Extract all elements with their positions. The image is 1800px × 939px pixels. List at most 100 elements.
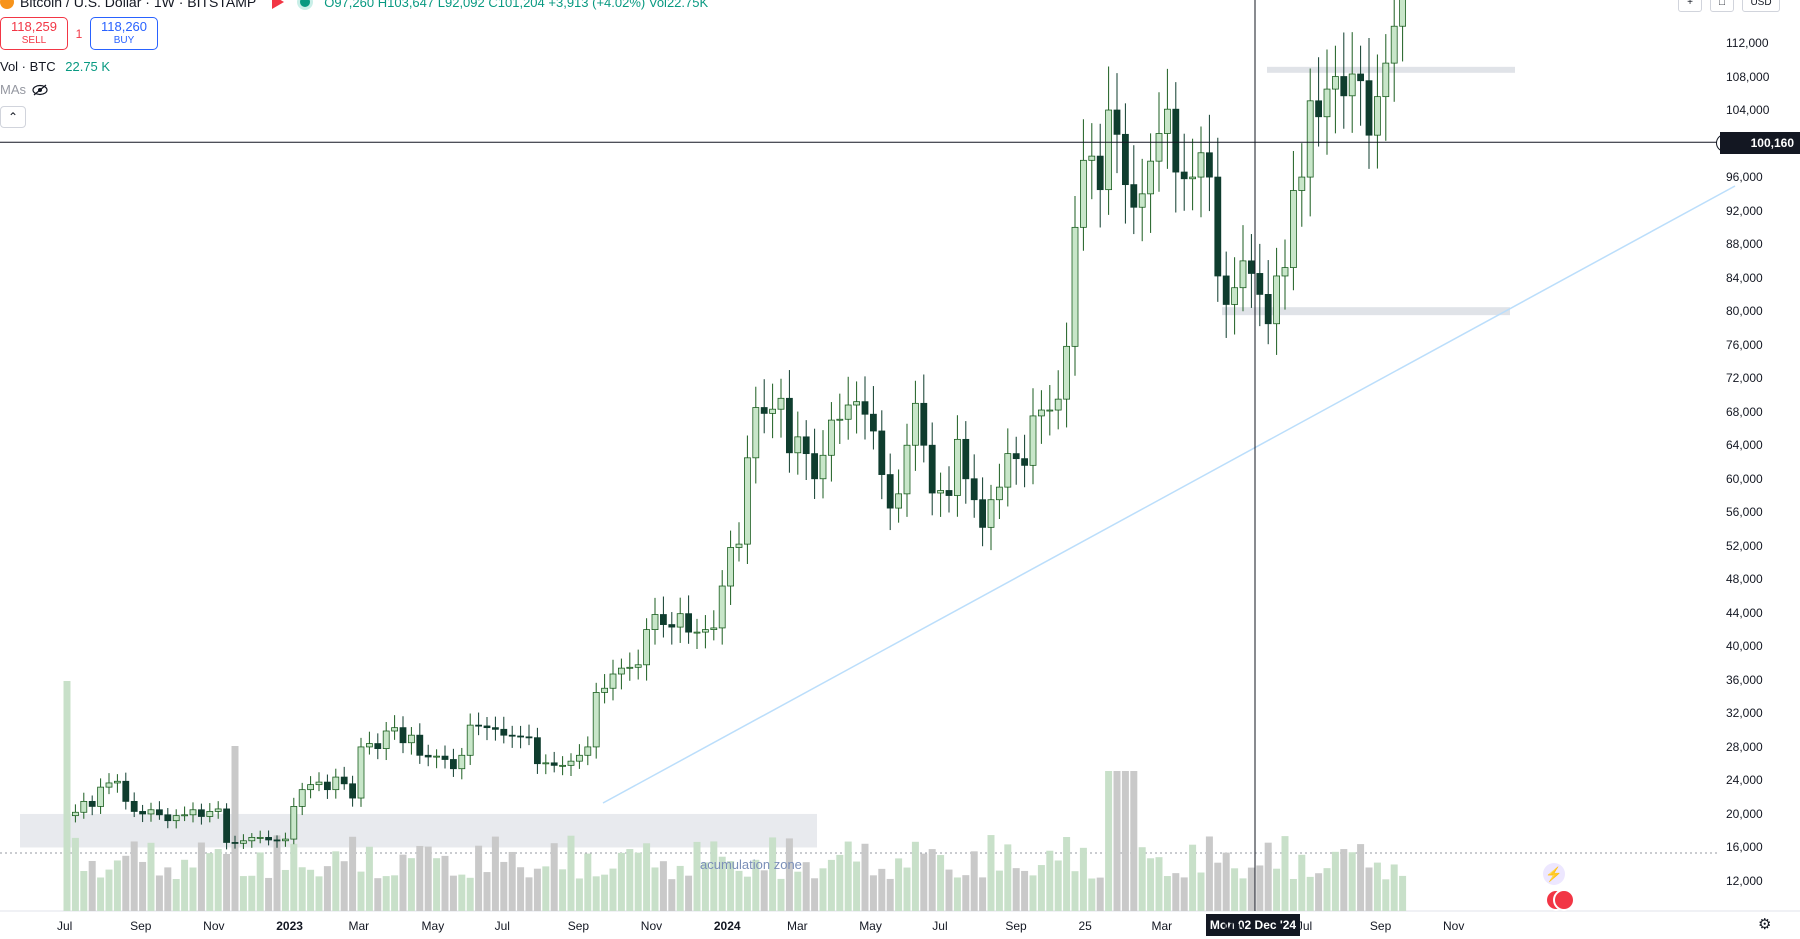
zone-annotation[interactable]: acumulation zone	[700, 857, 802, 872]
candle-body[interactable]	[769, 408, 776, 414]
candle-body[interactable]	[424, 754, 432, 758]
candle-body[interactable]	[239, 840, 247, 844]
candle-body[interactable]	[945, 490, 953, 496]
candle-body[interactable]	[819, 454, 827, 480]
candle-body[interactable]	[542, 762, 550, 765]
candle-body[interactable]	[1298, 176, 1306, 191]
candle-body[interactable]	[1357, 73, 1364, 82]
candle-body[interactable]	[1248, 260, 1255, 274]
candle-body[interactable]	[1172, 108, 1180, 173]
candle-body[interactable]	[97, 786, 104, 807]
candle-body[interactable]	[1374, 96, 1381, 136]
candle-body[interactable]	[870, 413, 877, 432]
candle-body[interactable]	[525, 736, 533, 739]
candle-body[interactable]	[1348, 73, 1356, 97]
candle-body[interactable]	[256, 837, 264, 839]
candle-body[interactable]	[1021, 458, 1028, 466]
collapse-legend-button[interactable]: ⌃	[0, 106, 26, 128]
candle-body[interactable]	[189, 809, 197, 816]
candle-body[interactable]	[1231, 287, 1238, 305]
candle-body[interactable]	[1315, 100, 1322, 118]
eye-off-icon[interactable]	[32, 84, 48, 96]
candle-body[interactable]	[1214, 176, 1222, 277]
candle-body[interactable]	[382, 730, 390, 749]
candle-body[interactable]	[357, 746, 365, 799]
candle-body[interactable]	[1239, 260, 1247, 289]
candle-body[interactable]	[399, 727, 407, 744]
candle-body[interactable]	[1365, 80, 1373, 136]
candle-body[interactable]	[592, 692, 600, 748]
candle-body[interactable]	[718, 585, 726, 629]
candle-body[interactable]	[567, 760, 575, 766]
candle-body[interactable]	[710, 627, 718, 631]
candle-body[interactable]	[307, 784, 315, 791]
candle-body[interactable]	[576, 754, 583, 762]
candle-body[interactable]	[1281, 267, 1289, 277]
candle-body[interactable]	[1164, 108, 1171, 134]
candle-body[interactable]	[1306, 100, 1314, 178]
candle-body[interactable]	[1332, 76, 1339, 90]
candle-body[interactable]	[265, 837, 273, 841]
candle-body[interactable]	[500, 728, 508, 736]
candle-body[interactable]	[1323, 88, 1331, 118]
candle-body[interactable]	[1130, 184, 1138, 208]
candle-body[interactable]	[685, 613, 692, 633]
candle-body[interactable]	[1256, 273, 1264, 295]
candle-body[interactable]	[534, 737, 541, 765]
accumulation-zone-box[interactable]	[20, 813, 817, 848]
candle-body[interactable]	[122, 780, 130, 802]
candle-body[interactable]	[970, 478, 978, 501]
candle-body[interactable]	[1390, 25, 1398, 64]
candle-body[interactable]	[1147, 160, 1154, 195]
sell-button[interactable]: 118,259 SELL	[0, 17, 68, 50]
candle-body[interactable]	[349, 783, 357, 799]
candle-body[interactable]	[878, 430, 886, 475]
candle-body[interactable]	[1138, 193, 1146, 208]
candle-body[interactable]	[491, 727, 499, 730]
candle-body[interactable]	[248, 837, 256, 842]
candle-body[interactable]	[147, 809, 155, 815]
candle-body[interactable]	[643, 629, 650, 666]
candle-body[interactable]	[954, 438, 961, 496]
candle-body[interactable]	[1029, 415, 1037, 466]
candle-body[interactable]	[584, 746, 592, 756]
candle-body[interactable]	[912, 402, 919, 446]
candle-body[interactable]	[777, 397, 785, 410]
events-icon[interactable]	[1545, 889, 1575, 911]
candle-body[interactable]	[676, 613, 684, 628]
volume-legend[interactable]: Vol · BTC 22.75 K	[0, 59, 110, 74]
candle-body[interactable]	[155, 809, 163, 816]
candle-body[interactable]	[433, 755, 441, 758]
candle-body[interactable]	[1222, 275, 1230, 305]
candle-body[interactable]	[466, 724, 474, 756]
candle-body[interactable]	[962, 438, 970, 480]
candle-body[interactable]	[290, 806, 298, 840]
candle-body[interactable]	[1080, 159, 1087, 228]
candle-body[interactable]	[601, 687, 608, 693]
candle-body[interactable]	[1382, 62, 1390, 98]
flag-icon[interactable]	[272, 0, 285, 9]
candle-body[interactable]	[181, 814, 189, 817]
candle-body[interactable]	[836, 418, 844, 421]
candle-body[interactable]	[483, 725, 491, 729]
candle-body[interactable]	[172, 815, 180, 822]
candle-body[interactable]	[1046, 409, 1054, 412]
candle-body[interactable]	[895, 493, 902, 509]
candle-body[interactable]	[1340, 76, 1348, 97]
plus-icon[interactable]: +	[1678, 0, 1702, 12]
candle-body[interactable]	[1096, 155, 1104, 191]
candle-body[interactable]	[760, 407, 768, 414]
candle-body[interactable]	[626, 666, 634, 669]
candle-body[interactable]	[996, 486, 1003, 501]
symbol-title[interactable]: Bitcoin / U.S. Dollar · 1W · BITSTAMP	[20, 0, 257, 10]
candle-body[interactable]	[651, 614, 659, 630]
candle-body[interactable]	[407, 734, 415, 744]
candle-body[interactable]	[609, 673, 617, 689]
candle-body[interactable]	[416, 734, 424, 756]
candle-body[interactable]	[315, 781, 323, 786]
candle-body[interactable]	[1273, 275, 1280, 325]
candle-body[interactable]	[105, 782, 113, 788]
candle-body[interactable]	[374, 743, 382, 749]
candle-body[interactable]	[391, 727, 399, 732]
